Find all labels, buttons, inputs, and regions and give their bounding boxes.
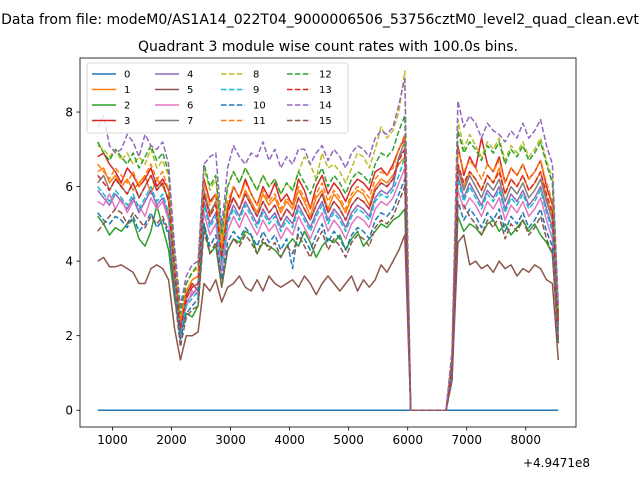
plot-frame: [79, 57, 577, 428]
series-line-14: [97, 77, 560, 411]
series-line-10: [97, 178, 560, 411]
legend-label: 0: [124, 70, 130, 81]
legend-label: 6: [187, 101, 193, 112]
legend-label: 12: [319, 70, 332, 81]
suptitle: Data from file: modeM0/AS1A14_022T04_900…: [1, 12, 639, 28]
x-tick-label: 2000: [156, 433, 187, 447]
x-tick-label: 3000: [215, 433, 246, 447]
legend-label: 8: [253, 70, 259, 81]
legend-label: 7: [187, 116, 193, 127]
x-tick-label: 6000: [392, 433, 423, 447]
x-tick-label: 5000: [333, 433, 364, 447]
legend-label: 11: [253, 116, 266, 127]
y-tick-label: 2: [65, 329, 73, 343]
legend-label: 13: [319, 85, 332, 96]
y-tick-label: 4: [65, 255, 73, 269]
legend-label: 4: [187, 70, 193, 81]
series-line-15: [97, 185, 560, 411]
series-line-6: [97, 167, 560, 411]
legend-label: 14: [319, 101, 332, 112]
y-tick-label: 8: [65, 106, 73, 120]
series-line-13: [97, 148, 560, 411]
series-line-3: [97, 137, 560, 411]
legend-label: 10: [253, 101, 266, 112]
series-line-11: [97, 133, 560, 411]
series-line-5: [97, 234, 560, 411]
y-tick-label: 0: [65, 404, 73, 418]
x-offset-label: +4.9471e8: [523, 456, 590, 470]
y-tick-label: 6: [65, 180, 73, 194]
x-tick-label: 7000: [451, 433, 482, 447]
legend-label: 5: [187, 85, 193, 96]
chart-title: Quadrant 3 module wise count rates with …: [138, 39, 518, 55]
series-line-2: [97, 204, 560, 411]
legend-box: [86, 62, 349, 134]
legend-label: 9: [253, 85, 259, 96]
x-tick-label: 1000: [97, 433, 128, 447]
legend-label: 1: [124, 85, 130, 96]
x-tick-label: 8000: [511, 433, 542, 447]
x-tick-label: 4000: [274, 433, 305, 447]
legend-label: 2: [124, 101, 130, 112]
legend-label: 15: [319, 116, 332, 127]
plot-area: 1000 2000 3000 4000 5000 6000 7000 800002468012…: [65, 57, 577, 447]
legend-label: 3: [124, 116, 130, 127]
series-line-9: [97, 156, 560, 411]
series-line-12: [97, 115, 560, 411]
